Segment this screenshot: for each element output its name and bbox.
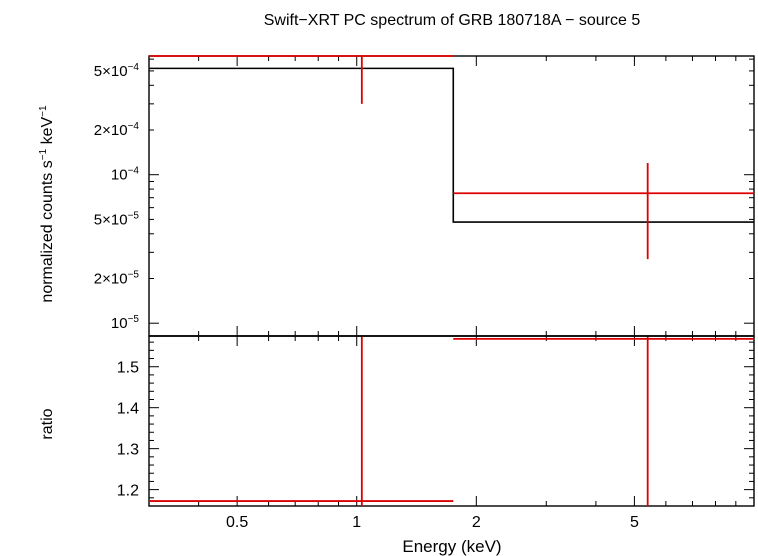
x-tick-label: 0.5 [226,514,248,531]
y-axis-label-spectrum: normalized counts s−1 keV−1 [38,105,56,303]
y-tick-label: 1.2 [117,483,139,500]
y-tick-label: 1.4 [117,401,139,418]
y-tick-label: 1.3 [117,442,139,459]
chart-title: Swift−XRT PC spectrum of GRB 180718A − s… [264,12,641,29]
x-axis-label: Energy (keV) [402,537,501,556]
y-tick-label: 5×10−5 [94,210,140,228]
y-tick-label: 10−5 [111,314,140,332]
x-tick-label: 2 [472,514,481,531]
x-tick-label: 1 [352,514,361,531]
y-tick-label: 2×10−4 [94,121,140,139]
x-tick-label: 5 [630,514,639,531]
spectrum-panel-frame [148,55,755,337]
plot-layer: 0.5 1 2 5 5×10−4 2×10−4 10−4 5×10−5 2×10−5 10−5 1.… [94,55,755,531]
y-axis-label-ratio: ratio [39,408,56,439]
ratio-panel-frame [148,335,755,507]
y-tick-label: 2×10−5 [94,269,140,287]
y-tick-label: 10−4 [111,166,140,184]
y-tick-label: 1.5 [117,360,139,377]
model-step-line [149,67,754,223]
y-tick-label: 5×10−4 [94,62,140,80]
